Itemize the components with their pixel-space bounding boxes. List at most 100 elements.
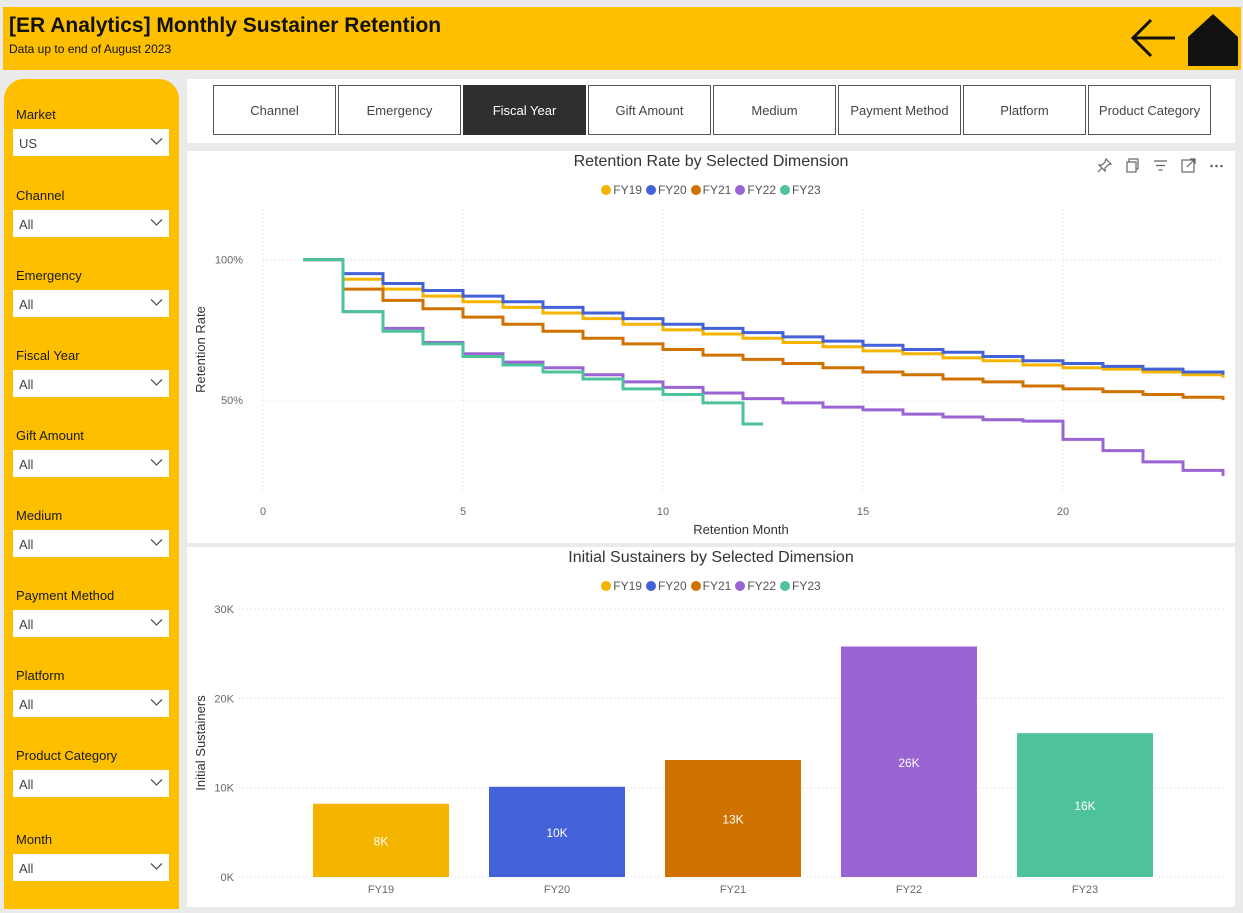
filter-dropdown-medium[interactable]: All	[13, 530, 169, 557]
bar-fy23[interactable]	[1017, 733, 1153, 877]
y-axis-label: Initial Sustainers	[193, 695, 208, 791]
filter-dropdown-market[interactable]: US	[13, 129, 169, 156]
copy-icon[interactable]	[1124, 157, 1141, 174]
filter-dropdown-fiscal-year[interactable]: All	[13, 370, 169, 397]
x-tick-label: 10	[657, 506, 669, 518]
filter-dropdown-product-category[interactable]: All	[13, 770, 169, 797]
y-tick-label: 0K	[221, 872, 235, 884]
y-tick-label: 10K	[214, 783, 234, 795]
filter-label-gift-amount: Gift Amount	[16, 428, 84, 443]
legend-item-fy21[interactable]: FY21	[690, 579, 731, 593]
home-icon[interactable]	[1186, 13, 1240, 67]
legend-item-fy23[interactable]: FY23	[780, 579, 821, 593]
filter-dropdown-gift-amount[interactable]: All	[13, 450, 169, 477]
chevron-down-icon	[150, 299, 163, 306]
bar-fy19[interactable]	[313, 803, 449, 877]
focus-mode-icon[interactable]	[1180, 157, 1197, 174]
report-header: [ER Analytics] Monthly Sustainer Retenti…	[3, 7, 1241, 70]
initial-sustainers-chart-panel: Initial Sustainers by Selected Dimension…	[187, 547, 1235, 907]
x-tick-label: FY20	[544, 884, 570, 896]
legend-swatch	[780, 185, 791, 195]
retention-rate-chart-panel: Retention Rate by Selected Dimension FY1…	[187, 151, 1235, 543]
bar-data-label: 8K	[374, 834, 389, 848]
legend-label: FY20	[657, 579, 687, 593]
legend-item-fy20[interactable]: FY20	[645, 579, 687, 593]
filter-label-product-category: Product Category	[16, 748, 118, 763]
filter-selected-value: All	[19, 377, 34, 392]
bar-chart-legend: FY19 FY20 FY21 FY22 FY23	[187, 579, 1235, 594]
tab-fiscal-year[interactable]: Fiscal Year	[463, 85, 586, 135]
tab-payment-method[interactable]: Payment Method	[838, 85, 961, 135]
legend-label: FY23	[792, 183, 821, 197]
legend-item-fy22[interactable]: FY22	[735, 579, 776, 593]
filter-selected-value: All	[19, 297, 34, 312]
filter-selected-value: All	[19, 217, 34, 232]
filter-icon[interactable]	[1152, 157, 1169, 174]
filter-dropdown-channel[interactable]: All	[13, 210, 169, 237]
x-tick-label: 0	[260, 506, 266, 518]
y-tick-label: 100%	[215, 255, 243, 267]
chevron-down-icon	[150, 699, 163, 706]
y-tick-label: 20K	[214, 693, 234, 705]
filter-label-payment-method: Payment Method	[16, 588, 115, 603]
series-line-fy23[interactable]	[303, 258, 763, 426]
legend-item-fy19[interactable]: FY19	[601, 183, 642, 197]
tab-product-category[interactable]: Product Category	[1088, 85, 1211, 135]
legend-swatch	[780, 581, 791, 591]
bar-data-label: 10K	[546, 826, 567, 840]
tab-medium[interactable]: Medium	[713, 85, 836, 135]
tab-platform[interactable]: Platform	[963, 85, 1086, 135]
tab-emergency[interactable]: Emergency	[338, 85, 461, 135]
legend-swatch	[645, 581, 656, 591]
legend-label: FY22	[747, 579, 777, 593]
chevron-down-icon	[150, 138, 163, 145]
filter-dropdown-month[interactable]: All	[13, 854, 169, 881]
x-tick-label: FY23	[1072, 884, 1098, 896]
legend-item-fy21[interactable]: FY21	[690, 183, 732, 197]
arrow-left-icon[interactable]	[1125, 16, 1179, 60]
y-tick-label: 30K	[214, 604, 234, 616]
tab-channel[interactable]: Channel	[213, 85, 336, 135]
legend-label: FY22	[747, 183, 777, 197]
filter-label-fiscal-year: Fiscal Year	[16, 348, 80, 363]
series-line-fy20[interactable]	[303, 258, 1225, 375]
filter-label-emergency: Emergency	[16, 268, 82, 283]
bar-fy21[interactable]	[665, 759, 801, 877]
x-tick-label: 15	[857, 506, 869, 518]
x-tick-label: 5	[460, 506, 466, 518]
y-axis-label: Retention Rate	[193, 306, 208, 393]
legend-swatch	[690, 185, 701, 195]
bar-chart-title: Initial Sustainers by Selected Dimension	[568, 549, 854, 566]
legend-label: FY21	[702, 183, 732, 197]
legend-item-fy19[interactable]: FY19	[601, 579, 642, 593]
chevron-down-icon	[150, 459, 163, 466]
more-options-icon[interactable]	[1208, 157, 1225, 174]
x-tick-label: FY22	[896, 884, 922, 896]
bar-fy20[interactable]	[489, 786, 625, 877]
filter-label-platform: Platform	[16, 668, 65, 683]
filter-selected-value: All	[19, 617, 34, 632]
visual-header-icons	[1096, 157, 1225, 174]
series-line-fy21[interactable]	[303, 258, 1225, 401]
legend-item-fy22[interactable]: FY22	[735, 183, 776, 197]
tab-gift-amount[interactable]: Gift Amount	[588, 85, 711, 135]
chevron-down-icon	[150, 863, 163, 870]
legend-label: FY19	[613, 183, 642, 197]
filter-selected-value: All	[19, 697, 34, 712]
initial-sustainers-bar-chart: 0K 10K 20K 30K Initial Sustainers 8K FY19 10K FY…	[193, 604, 1227, 896]
legend-swatch	[601, 185, 612, 195]
filter-dropdown-emergency[interactable]: All	[13, 290, 169, 317]
filter-selected-value: All	[19, 861, 34, 876]
filter-dropdown-payment-method[interactable]: All	[13, 610, 169, 637]
dimension-tab-bar: Channel Emergency Fiscal Year Gift Amount Me…	[187, 79, 1235, 143]
bar-fy22[interactable]	[841, 646, 977, 877]
x-tick-label: FY21	[720, 884, 746, 896]
filter-selected-value: US	[19, 136, 38, 151]
legend-swatch	[735, 581, 746, 591]
filter-selected-value: All	[19, 777, 34, 792]
pin-icon[interactable]	[1096, 157, 1113, 174]
legend-item-fy23[interactable]: FY23	[780, 183, 821, 197]
legend-item-fy20[interactable]: FY20	[645, 183, 687, 197]
filter-dropdown-platform[interactable]: All	[13, 690, 169, 717]
retention-line-chart: 0 5 10 15 20 50% 100% Retention Month Retention …	[193, 209, 1225, 537]
